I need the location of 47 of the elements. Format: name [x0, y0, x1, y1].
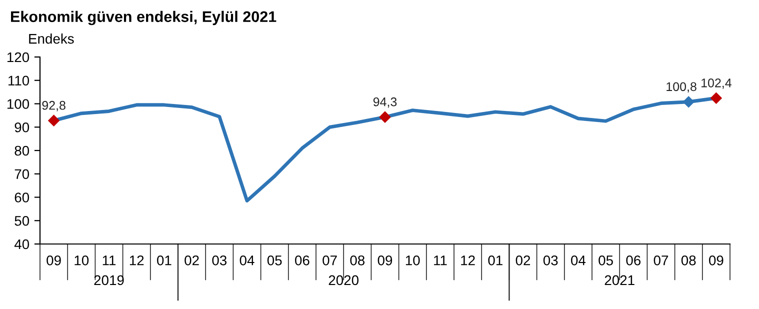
y-tick-label: 40	[14, 239, 30, 250]
y-tick-label: 90	[14, 122, 30, 132]
y-axis-title: Endeks	[29, 34, 74, 44]
point	[379, 111, 391, 123]
y-tick-label: 100	[7, 99, 30, 109]
x-tick-label: 11	[102, 256, 116, 266]
x-tick-label: 03	[212, 255, 227, 266]
text: 2020	[328, 275, 359, 286]
y-tick-label: 120	[7, 52, 30, 62]
x-tick-label: 01	[157, 255, 172, 266]
data-label: 102,4	[702, 78, 732, 89]
x-tick-label: 05	[267, 255, 282, 266]
point	[682, 96, 694, 108]
x-tick-label: 02	[516, 255, 530, 266]
x-tick-label: 05	[598, 255, 613, 266]
x-tick-label: 03	[543, 255, 558, 266]
x-tick-label: 04	[240, 255, 254, 266]
data-label: 94,3	[373, 97, 397, 108]
y-tick-label: 110	[8, 76, 30, 86]
y-tick-label: 80	[14, 146, 30, 156]
x-tick-label: 01	[488, 255, 502, 266]
text: 2021	[604, 275, 634, 286]
x-tick-label: 08	[681, 255, 696, 266]
y-tick-label: 50	[14, 216, 30, 226]
x-tick-label: 09	[378, 255, 392, 266]
data-label: 100,8	[666, 82, 696, 93]
x-tick-label: 12	[130, 255, 144, 266]
x-tick-label: 09	[709, 255, 724, 266]
data-label: 92,8	[42, 100, 66, 112]
text: 2019	[94, 275, 124, 286]
x-tick-label: 06	[626, 255, 641, 266]
x-tick-label: 06	[295, 255, 310, 266]
x-tick-label: 07	[322, 255, 337, 266]
point	[710, 92, 722, 104]
x-tick-label: 08	[350, 255, 365, 266]
x-tick-label: 02	[184, 255, 199, 266]
x-tick-label: 11	[434, 256, 447, 266]
x-tick-label: 10	[406, 255, 420, 266]
x-tick-label: 09	[46, 255, 61, 266]
chart-title: Ekonomik güven endeksi, Eylül 2021	[11, 10, 276, 26]
y-tick-label: 60	[14, 192, 30, 202]
x-tick-label: 12	[461, 255, 475, 266]
x-tick-label: 04	[571, 255, 586, 266]
x-tick-label: 07	[654, 255, 668, 266]
y-tick-label: 70	[14, 169, 30, 180]
x-tick-label: 10	[74, 255, 89, 266]
point	[48, 114, 60, 126]
